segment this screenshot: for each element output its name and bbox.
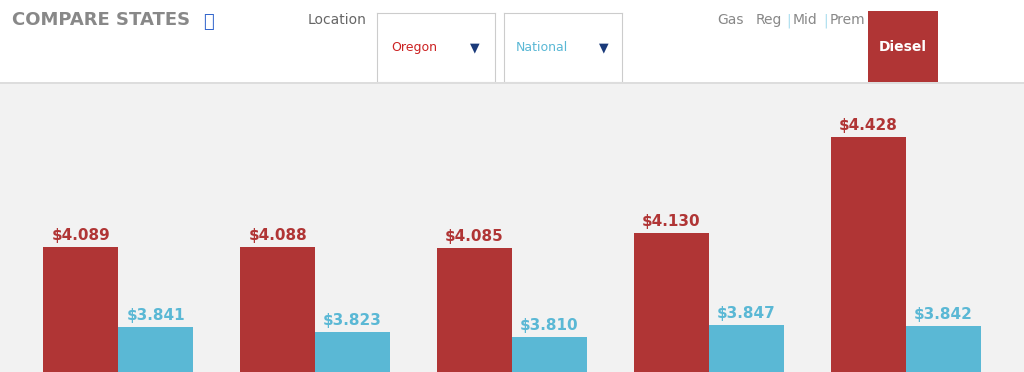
Bar [634, 233, 709, 372]
Bar [437, 248, 512, 372]
Bar [118, 327, 193, 372]
Text: ⓘ: ⓘ [203, 13, 213, 31]
Text: Gas: Gas [717, 13, 743, 27]
Text: $4.085: $4.085 [445, 229, 504, 244]
Text: Diesel: Diesel [880, 41, 927, 54]
Text: National: National [515, 41, 568, 54]
Bar [831, 137, 906, 372]
Text: $3.823: $3.823 [323, 314, 382, 328]
Text: |: | [786, 13, 792, 28]
Text: Reg: Reg [756, 13, 782, 27]
Text: $3.842: $3.842 [913, 307, 973, 323]
Bar [241, 247, 315, 372]
Text: Location: Location [307, 13, 366, 27]
Text: COMPARE STATES: COMPARE STATES [12, 11, 190, 29]
Text: $4.428: $4.428 [839, 118, 898, 134]
Text: $3.810: $3.810 [520, 318, 579, 333]
Text: $4.130: $4.130 [642, 215, 700, 230]
Text: ▼: ▼ [470, 41, 479, 54]
Text: Mid: Mid [793, 13, 817, 27]
Bar [906, 326, 981, 372]
Text: Prem: Prem [829, 13, 865, 27]
Bar [315, 332, 390, 372]
Text: $3.841: $3.841 [126, 308, 185, 323]
Text: $4.088: $4.088 [248, 228, 307, 243]
Bar [512, 337, 587, 372]
Text: $3.847: $3.847 [717, 306, 776, 321]
Bar [709, 325, 783, 372]
Text: |: | [823, 13, 828, 28]
Bar [43, 247, 118, 372]
Text: ▼: ▼ [599, 41, 608, 54]
Text: $4.089: $4.089 [51, 228, 111, 243]
Text: Oregon: Oregon [391, 41, 437, 54]
